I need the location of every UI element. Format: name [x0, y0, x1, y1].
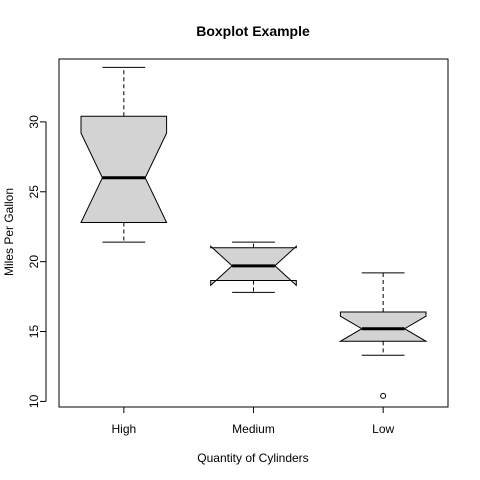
y-axis: 10 15 20 25 30 — [27, 115, 47, 408]
x-tick-label: High — [111, 422, 136, 436]
y-tick-label: 10 — [27, 394, 41, 408]
boxes-group — [80, 66, 428, 399]
chart-title: Boxplot Example — [196, 23, 310, 39]
x-axis: High Medium Low — [111, 406, 395, 436]
y-tick-label: 20 — [27, 255, 41, 269]
y-tick-label: 15 — [27, 325, 41, 339]
y-tick-label: 25 — [27, 185, 41, 199]
x-tick-label: Low — [372, 422, 394, 436]
box-high — [80, 66, 168, 243]
x-axis-title: Quantity of Cylinders — [197, 451, 308, 465]
x-tick-label: Medium — [232, 422, 275, 436]
y-axis-title: Miles Per Gallon — [2, 188, 16, 276]
box-body — [80, 115, 168, 223]
box-body — [338, 311, 428, 342]
box-low — [338, 272, 428, 399]
y-tick-label: 30 — [27, 115, 41, 129]
outlier-point — [380, 392, 387, 399]
box-medium — [210, 241, 297, 293]
